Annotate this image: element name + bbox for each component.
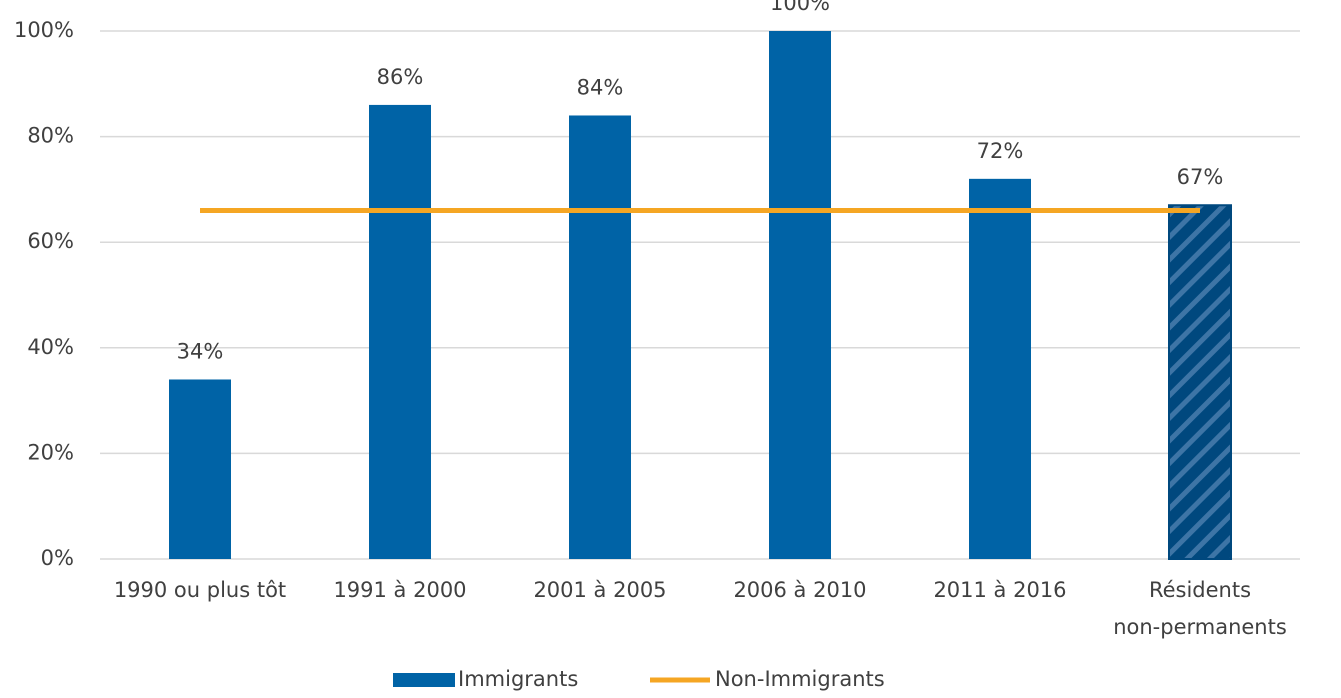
bar — [569, 115, 631, 559]
x-tick-label: 2001 à 2005 — [533, 578, 666, 602]
y-tick-label: 0% — [41, 546, 74, 570]
data-label: 67% — [1177, 165, 1224, 189]
y-tick-label: 60% — [27, 229, 74, 253]
legend-label: Non-Immigrants — [715, 667, 885, 691]
y-tick-label: 20% — [27, 440, 74, 464]
legend-swatch — [393, 673, 455, 687]
data-label: 72% — [977, 139, 1024, 163]
y-tick-label: 80% — [27, 124, 74, 148]
bar — [769, 31, 831, 559]
x-tick-label: 1991 à 2000 — [333, 578, 466, 602]
y-tick-label: 40% — [27, 335, 74, 359]
bar — [1168, 204, 1232, 561]
bar — [169, 379, 231, 559]
bar — [369, 104, 431, 560]
x-tick-label: 1990 ou plus tôt — [114, 578, 286, 602]
x-tick-label: 2011 à 2016 — [933, 578, 1066, 602]
bar — [969, 178, 1031, 559]
data-label: 34% — [177, 339, 224, 363]
data-label: 84% — [577, 75, 624, 99]
x-tick-label: Résidents non-permanents — [1113, 578, 1287, 639]
x-tick-label: 2006 à 2010 — [733, 578, 866, 602]
data-label: 86% — [377, 65, 424, 89]
y-tick-label: 100% — [14, 18, 74, 42]
data-label: 100% — [770, 0, 830, 15]
legend-label: Immigrants — [458, 667, 578, 691]
